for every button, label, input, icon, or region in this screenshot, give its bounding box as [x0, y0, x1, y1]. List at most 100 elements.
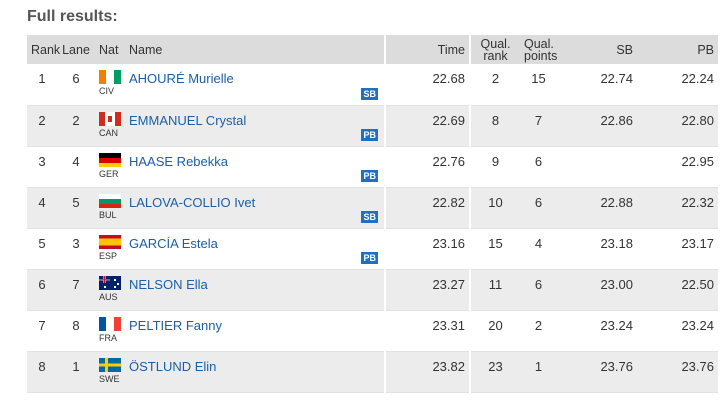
- cell: 11: [469, 269, 520, 310]
- country-code: CIV: [99, 86, 115, 96]
- result-row: 5 3 ESP GARCÍA Estela PB 23.16 15 4 23.18 23.17: [27, 228, 718, 269]
- cell: 2: [520, 310, 557, 351]
- flag: [99, 357, 121, 372]
- cell: 22.95: [637, 146, 718, 187]
- cell: 22.24: [637, 64, 718, 105]
- cell: 9: [469, 146, 520, 187]
- cell: 1: [57, 351, 95, 392]
- cell: 22.76: [384, 146, 470, 187]
- cell: 23.76: [637, 351, 718, 392]
- athlete-name[interactable]: HAASE Rebekka: [129, 153, 228, 169]
- lane: 1: [72, 358, 80, 374]
- cell: 4: [520, 228, 557, 269]
- flag: [99, 275, 121, 290]
- cell: 6: [520, 269, 557, 310]
- cell: GER: [95, 146, 125, 187]
- sb: 23.18: [600, 235, 633, 251]
- sb: 23.00: [600, 276, 633, 292]
- cell: SWE: [95, 351, 125, 392]
- time: 22.69: [432, 112, 465, 128]
- qual-points: 6: [534, 153, 543, 169]
- athlete-name[interactable]: GARCÍA Estela: [129, 235, 218, 251]
- athlete-name[interactable]: AHOURÉ Murielle: [129, 71, 234, 86]
- qual-rank: 9: [491, 153, 500, 169]
- country-code: AUS: [99, 291, 118, 302]
- cell: 22.32: [637, 187, 718, 228]
- cell: 22.80: [637, 105, 718, 146]
- time: 23.27: [432, 276, 465, 292]
- qual-rank: 10: [488, 194, 503, 210]
- header-row: Rank Lane Nat Name Time Qual. rank Qual. point…: [27, 35, 718, 64]
- cell: 10: [469, 187, 520, 228]
- lane: 6: [72, 71, 80, 86]
- column-header: Qual. rank: [469, 35, 520, 64]
- column-header: Name: [125, 35, 385, 64]
- cell: 8: [469, 105, 520, 146]
- cell: 23.00: [557, 269, 637, 310]
- athlete-name[interactable]: NELSON Ella: [129, 276, 208, 292]
- cell: 6: [520, 146, 557, 187]
- lane: 7: [72, 276, 80, 292]
- table-body: 1 6 CIV AHOURÉ Murielle SB 22.68 2 15 22.74 22.24…: [27, 64, 718, 392]
- cell: 23.76: [557, 351, 637, 392]
- result-row: 1 6 CIV AHOURÉ Murielle SB 22.68 2 15 22.74 22.24: [27, 64, 718, 105]
- cell: 7: [27, 310, 57, 351]
- qual-rank: 23: [488, 358, 503, 374]
- qual-points: 4: [534, 235, 543, 251]
- cell: AHOURÉ Murielle SB: [125, 64, 385, 105]
- athlete-name[interactable]: PELTIER Fanny: [129, 317, 222, 333]
- cell: 6: [27, 269, 57, 310]
- cell: 23.27: [384, 269, 470, 310]
- cell: 22.88: [557, 187, 637, 228]
- result-row: 4 5 BUL LALOVA-COLLIO Ivet SB 22.82 10 6 22.88 22…: [27, 187, 718, 228]
- pb: 23.76: [681, 358, 714, 374]
- cell: AUS: [95, 269, 125, 310]
- cell: 8: [27, 351, 57, 392]
- time: 23.31: [432, 317, 465, 333]
- country-code: GER: [99, 168, 119, 179]
- cell: 23.24: [557, 310, 637, 351]
- cell: 5: [57, 187, 95, 228]
- cell: 7: [57, 269, 95, 310]
- record-badge: PB: [361, 251, 378, 264]
- pb: 22.80: [681, 112, 714, 128]
- result-row: 7 8 FRA PELTIER Fanny 23.31 20 2 23.24 23.24: [27, 310, 718, 351]
- column-header: Qual. points: [520, 35, 557, 64]
- athlete-name[interactable]: LALOVA-COLLIO Ivet: [129, 194, 256, 210]
- country-code: SWE: [99, 373, 120, 384]
- cell: 20: [469, 310, 520, 351]
- sb: 23.24: [600, 317, 633, 333]
- lane: 2: [72, 112, 80, 128]
- athlete-name[interactable]: EMMANUEL Crystal: [129, 112, 247, 128]
- qual-points: 15: [531, 71, 546, 86]
- pb: 23.24: [681, 317, 714, 333]
- column-header: Time: [384, 35, 470, 64]
- rank: 8: [38, 358, 46, 374]
- rank: 3: [38, 153, 46, 169]
- cell: 22.86: [557, 105, 637, 146]
- sb: 22.86: [600, 112, 633, 128]
- rank: 5: [38, 235, 46, 251]
- column-header: PB: [637, 35, 718, 64]
- athlete-name[interactable]: ÖSTLUND Elin: [129, 358, 217, 374]
- rank: 1: [38, 71, 46, 86]
- cell: 4: [57, 146, 95, 187]
- cell: 15: [520, 64, 557, 105]
- record-badge: SB: [361, 87, 378, 100]
- flag: [99, 316, 121, 331]
- cell: FRA: [95, 310, 125, 351]
- cell: 23.82: [384, 351, 470, 392]
- flag: [99, 70, 121, 84]
- cell: LALOVA-COLLIO Ivet SB: [125, 187, 385, 228]
- cell: CIV: [95, 64, 125, 105]
- rank: 2: [38, 112, 46, 128]
- column-header: Nat: [95, 35, 125, 64]
- pb: 22.95: [681, 153, 714, 169]
- pb: 22.24: [681, 71, 714, 86]
- qual-rank: 15: [488, 235, 503, 251]
- cell: 8: [57, 310, 95, 351]
- rank: 7: [38, 317, 46, 333]
- cell: 3: [57, 228, 95, 269]
- flag: [99, 193, 121, 208]
